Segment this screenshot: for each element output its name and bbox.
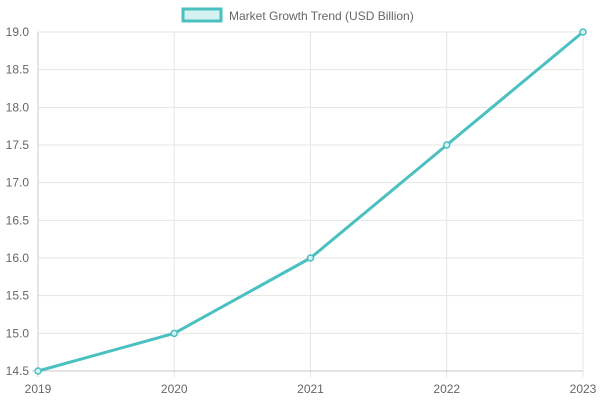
x-tick-label: 2022 [433, 382, 460, 396]
y-tick-label: 16.0 [6, 251, 30, 265]
y-tick-label: 18.5 [6, 63, 30, 77]
data-point-2021[interactable] [306, 254, 315, 262]
legend-label-market-growth[interactable]: Market Growth Trend (USD Billion) [229, 9, 414, 23]
y-tick-label: 14.5 [6, 364, 30, 378]
x-tick-label: 2020 [161, 382, 188, 396]
y-tick-label: 19.0 [6, 25, 30, 39]
legend[interactable]: Market Growth Trend (USD Billion) [181, 7, 414, 23]
y-axis-ticks: 14.5 15.0 15.5 16.0 16.5 17.0 17.5 18.0 18.5 19.0 [6, 25, 30, 378]
data-point-2023[interactable] [579, 28, 587, 36]
grid [37, 31, 584, 377]
axes [32, 32, 583, 377]
y-tick-label: 16.5 [6, 213, 30, 227]
y-tick-label: 18.0 [6, 100, 30, 114]
data-point-2019[interactable] [34, 367, 42, 375]
x-tick-label: 2019 [25, 382, 52, 396]
y-tick-label: 15.5 [6, 289, 30, 303]
x-axis-ticks: 2019 2020 2021 2022 2023 [25, 382, 597, 396]
legend-swatch[interactable] [181, 7, 223, 23]
x-tick-label: 2021 [297, 382, 324, 396]
x-tick-label: 2023 [570, 382, 597, 396]
data-point-2022[interactable] [443, 141, 451, 149]
y-tick-label: 17.5 [6, 138, 30, 152]
data-point-2020[interactable] [170, 329, 178, 338]
y-tick-label: 15.0 [6, 326, 30, 340]
y-tick-label: 17.0 [6, 176, 30, 190]
series-market-growth [34, 28, 587, 375]
